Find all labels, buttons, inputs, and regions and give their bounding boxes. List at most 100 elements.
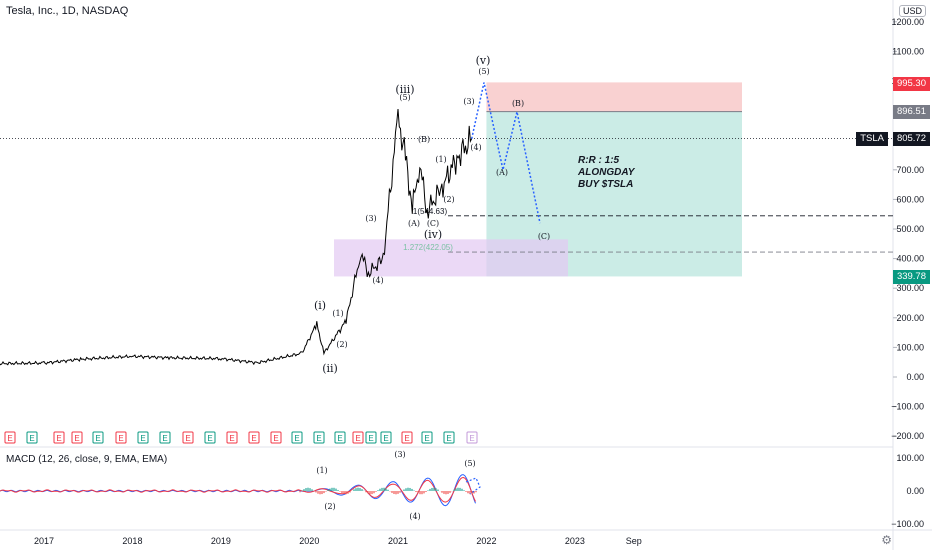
- earnings-icon: [421, 431, 433, 444]
- earnings-icon: E: [162, 434, 167, 443]
- earnings-icon: E: [251, 434, 256, 443]
- x-tick-label: 2019: [211, 536, 231, 546]
- earnings-icon: E: [185, 434, 190, 443]
- entry-price-badge: 896.51: [892, 105, 930, 119]
- earnings-icon: E: [7, 434, 12, 443]
- earnings-icon: [71, 431, 83, 444]
- wave-label: (5): [478, 67, 489, 76]
- wave-label: (iv): [424, 228, 442, 241]
- earnings-icon: E: [446, 434, 451, 443]
- earnings-icon: E: [74, 434, 79, 443]
- x-tick-label: 2018: [122, 536, 142, 546]
- y-tick-label: 700.00: [896, 165, 924, 175]
- y-tick-label: 100.00: [896, 342, 924, 352]
- macd-tick-label: −100.00: [891, 519, 924, 529]
- earnings-icon: E: [383, 434, 388, 443]
- earnings-icon: [380, 431, 392, 444]
- chart-title: Tesla, Inc., 1D, NASDAQ: [6, 5, 129, 17]
- wave-label: (A): [496, 168, 508, 177]
- wave-label: (3): [365, 214, 376, 223]
- earnings-icon: [334, 431, 346, 444]
- earnings-icon: E: [140, 434, 145, 443]
- earnings-icon: [352, 431, 364, 444]
- wave-label: (5): [399, 93, 410, 102]
- x-tick-label: Sep: [626, 536, 642, 546]
- wave-label: (4): [372, 276, 383, 285]
- fib-1272-label: 1.272(422.05): [403, 243, 453, 252]
- earnings-icon: E: [229, 434, 234, 443]
- earnings-icon: [204, 431, 216, 444]
- gear-icon[interactable]: ⚙: [881, 533, 892, 547]
- earnings-icon: E: [316, 434, 321, 443]
- earnings-icon: [53, 431, 65, 444]
- earnings-icon: [313, 431, 325, 444]
- earnings-icon: E: [368, 434, 373, 443]
- earnings-icon: E: [273, 434, 278, 443]
- earnings-icon: [115, 431, 127, 444]
- earnings-icon: [26, 431, 38, 444]
- earnings-icon: [270, 431, 282, 444]
- earnings-icon: [226, 431, 238, 444]
- earnings-icon: [401, 431, 413, 444]
- wave-label: (4): [470, 143, 481, 152]
- price-series-line: [0, 108, 473, 366]
- y-tick-label: −200.00: [891, 431, 924, 441]
- wave-label: (A): [408, 219, 420, 228]
- x-tick-label: 2020: [299, 536, 319, 546]
- annotation-text: R:R : 1:5: [578, 155, 620, 166]
- wave-label: (ii): [322, 362, 338, 375]
- macd-wave-label: (3): [394, 450, 405, 459]
- wave-label: (3): [463, 97, 474, 106]
- macd-tick-label: 0.00: [906, 486, 924, 496]
- stop-loss-zone: [486, 82, 742, 112]
- annotation-text: ALONGDAY: [577, 167, 636, 178]
- wave-label: (2): [443, 195, 454, 204]
- earnings-icon: E: [95, 434, 100, 443]
- y-tick-label: 200.00: [896, 313, 924, 323]
- wave-label: (C): [427, 219, 439, 228]
- x-tick-label: 2017: [34, 536, 54, 546]
- earnings-icon: [182, 431, 194, 444]
- earnings-icon: [466, 431, 478, 444]
- earnings-icon: [248, 431, 260, 444]
- wave-label: (iii): [395, 83, 414, 96]
- y-tick-label: 1100.00: [892, 46, 924, 56]
- earnings-icon: [4, 431, 16, 444]
- earnings-icon: E: [294, 434, 299, 443]
- earnings-icon: E: [207, 434, 212, 443]
- macd-wave-label: (2): [324, 502, 335, 511]
- wave-label: (1): [332, 309, 343, 318]
- earnings-icon: E: [424, 434, 429, 443]
- x-tick-label: 2021: [388, 536, 408, 546]
- annotation-text: BUY $TSLA: [578, 179, 633, 190]
- currency-badge[interactable]: USD: [899, 5, 927, 17]
- wave-label: (B): [512, 99, 524, 108]
- wave-label: (2): [336, 340, 347, 349]
- stop-price-badge: 995.30: [892, 77, 930, 91]
- earnings-icon: E: [29, 434, 34, 443]
- earnings-icon: [443, 431, 455, 444]
- signal-line: [0, 476, 476, 503]
- macd-wave-label: (5): [464, 459, 475, 468]
- x-tick-label: 2023: [565, 536, 585, 546]
- wave-label: (i): [314, 299, 326, 312]
- macd-wave-label: (1): [316, 466, 327, 475]
- y-tick-label: 0.00: [906, 372, 924, 382]
- macd-forecast-path: [465, 477, 481, 495]
- earnings-icon: [137, 431, 149, 444]
- earnings-icon: [365, 431, 377, 444]
- earnings-icon: E: [404, 434, 409, 443]
- earnings-icon: E: [118, 434, 123, 443]
- earnings-icon: E: [56, 434, 61, 443]
- earnings-icon: E: [355, 434, 360, 443]
- earnings-icon: E: [469, 434, 474, 443]
- earnings-icon: [92, 431, 104, 444]
- y-tick-label: 600.00: [896, 194, 924, 204]
- forecast-path: [470, 82, 541, 224]
- macd-wave-label: (4): [409, 512, 420, 521]
- macd-title[interactable]: MACD (12, 26, close, 9, EMA, EMA): [6, 454, 168, 465]
- y-tick-label: 300.00: [896, 283, 924, 293]
- y-tick-label: −100.00: [891, 402, 924, 412]
- symbol-badge: TSLA: [856, 132, 888, 146]
